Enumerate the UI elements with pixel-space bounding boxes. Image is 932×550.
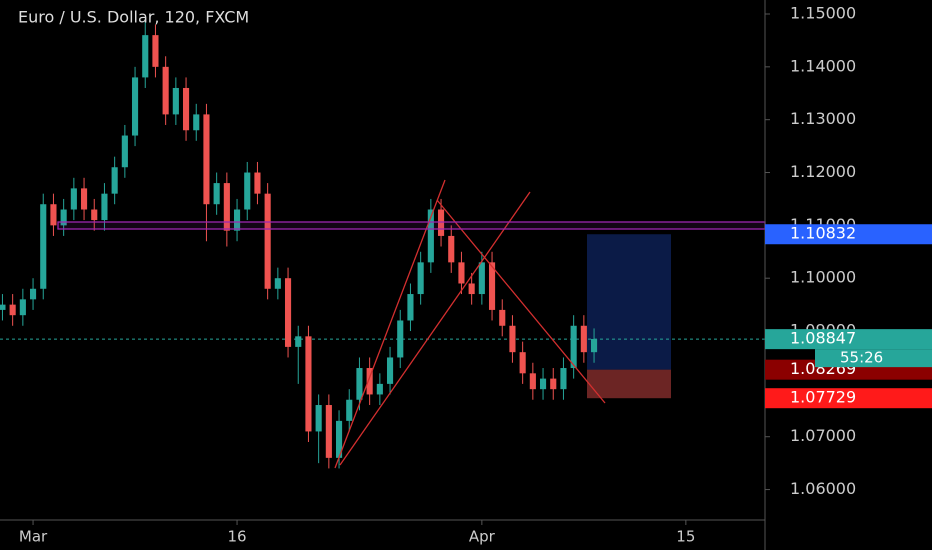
candle-body [386, 357, 394, 384]
y-tick-label: 1.10000 [790, 268, 856, 287]
countdown: 55:26 [840, 349, 883, 367]
candle-body [91, 209, 98, 221]
candle-body [172, 87, 179, 115]
candle-body [458, 262, 465, 284]
price-tag-label: 1.10832 [790, 224, 856, 243]
candle-body [590, 338, 598, 353]
candle-body [264, 193, 271, 289]
candle-body [295, 336, 302, 347]
chart-title: Euro / U.S. Dollar, 120, FXCM [18, 8, 249, 27]
candle-body [570, 325, 577, 369]
candle-body [254, 172, 261, 194]
candle-body [325, 405, 332, 458]
candle-body [213, 183, 220, 205]
target-box [587, 234, 671, 370]
axes: 1.150001.140001.130001.120001.110001.100… [19, 4, 932, 546]
candle-body [407, 294, 414, 321]
candle-body [437, 209, 445, 236]
trend-line [436, 199, 606, 404]
trend-line [334, 179, 446, 469]
candle-body [356, 368, 363, 400]
candle-body [509, 325, 516, 353]
candle-body [80, 188, 88, 210]
candle-body [70, 188, 77, 210]
candle-body [488, 262, 496, 310]
candle-body [0, 304, 6, 310]
candle-body [182, 87, 190, 131]
candle-body [427, 209, 434, 263]
candle-body [142, 35, 149, 78]
candle-body [519, 352, 526, 374]
x-tick-label: 16 [228, 528, 247, 546]
candle-body [19, 299, 26, 316]
candle-body [193, 114, 200, 131]
candle-body [346, 399, 353, 421]
candle-body [448, 235, 455, 263]
candle-body [9, 304, 16, 316]
candle-body [417, 262, 424, 295]
candle-body [233, 209, 241, 231]
y-tick-label: 1.06000 [790, 479, 856, 498]
stop-box [587, 369, 671, 399]
x-tick-label: Apr [469, 528, 496, 546]
candle-body [131, 77, 139, 136]
candle-body [284, 278, 292, 347]
candle-body [550, 378, 557, 390]
candle-body [162, 66, 169, 115]
candle-body [40, 204, 47, 289]
candle-body [529, 373, 536, 390]
y-tick-label: 1.14000 [790, 56, 856, 75]
price-tag-label: 1.08847 [790, 329, 856, 348]
zone [57, 221, 766, 230]
candles [0, 19, 598, 469]
candle-body [101, 193, 108, 221]
countdown-tag [815, 349, 932, 368]
candle-body [366, 368, 373, 395]
y-tick-label: 1.12000 [790, 162, 856, 181]
y-tick-label: 1.15000 [790, 4, 856, 23]
candle-body [111, 167, 118, 194]
candle-body [376, 383, 383, 395]
candle-body [121, 135, 128, 168]
price-tag [765, 329, 932, 350]
candle-body [580, 325, 587, 353]
candle-body [244, 172, 251, 210]
candle-body [397, 320, 404, 358]
candle-body [539, 378, 547, 390]
price-tag [765, 224, 932, 245]
candle-body [478, 262, 485, 295]
candle-body [223, 183, 230, 231]
trend-line [339, 191, 531, 466]
candle-body [335, 420, 343, 458]
candle-body [468, 283, 475, 295]
candle-body [305, 336, 312, 432]
candle-body [315, 405, 322, 432]
position-tool [0, 234, 765, 399]
candle-body [560, 368, 567, 390]
candle-body [29, 288, 37, 300]
candle-body [203, 114, 210, 205]
candle-body [499, 309, 506, 326]
y-tick-label: 1.13000 [790, 109, 856, 128]
price-tag-label: 1.07729 [790, 388, 856, 407]
x-tick-label: Mar [19, 528, 48, 546]
price-tag [765, 388, 932, 409]
candle-body [50, 204, 57, 226]
x-tick-label: 15 [676, 528, 695, 546]
y-tick-label: 1.07000 [790, 426, 856, 445]
candle-body [274, 278, 281, 289]
candle-body [152, 35, 159, 67]
candle-body [60, 209, 67, 226]
